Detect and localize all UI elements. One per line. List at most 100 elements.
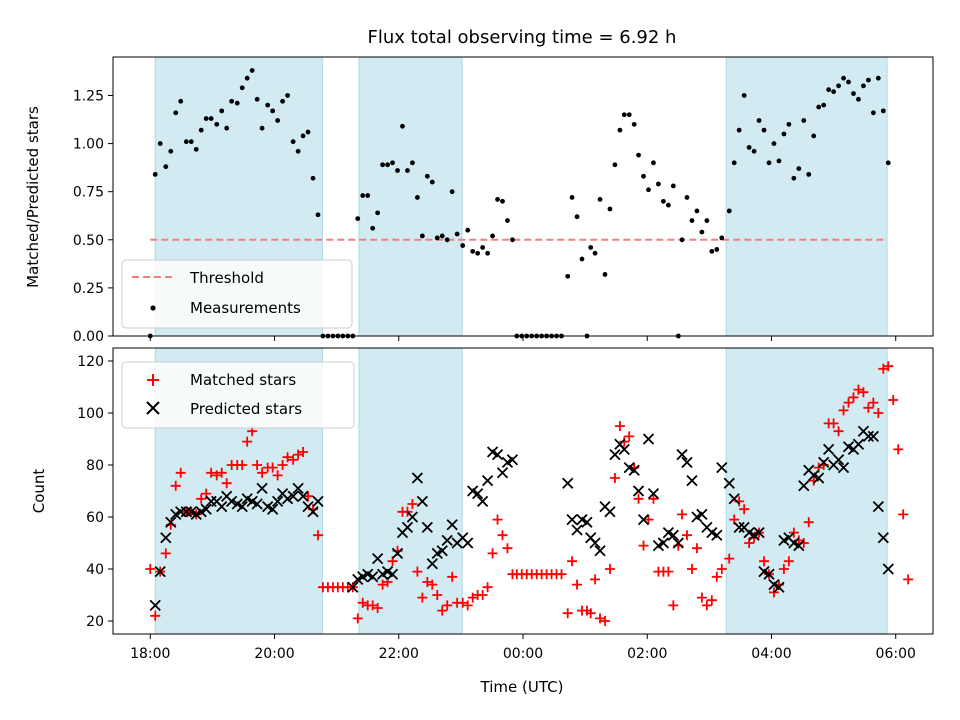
measurement-point-60 [449, 189, 455, 195]
matched-point-110 [691, 543, 702, 554]
predicted-point-59 [476, 495, 489, 508]
measurement-point-26 [280, 98, 285, 104]
measurement-point-104 [665, 202, 671, 208]
top-x-ticks [149, 336, 897, 341]
matched-point-71 [502, 543, 513, 554]
predicted-point-70 [581, 516, 593, 528]
matched-point-138 [833, 426, 844, 437]
predicted-point-27 [287, 490, 299, 502]
predicted-point-44 [401, 521, 414, 534]
predicted-point-6 [180, 506, 192, 518]
predicted-point-91 [681, 456, 693, 469]
predicted-point-86 [657, 537, 670, 549]
predicted-point-2 [160, 532, 172, 544]
measurement-point-32 [310, 175, 316, 181]
predicted-point-83 [642, 433, 655, 445]
measurement-point-135 [821, 102, 827, 108]
shaded-interval-1 [358, 56, 463, 337]
matched-point-28 [288, 454, 299, 465]
matched-point-127 [778, 564, 789, 574]
predicted-point-1 [154, 565, 166, 578]
matched-point-100 [643, 514, 654, 525]
measurement-point-64 [470, 248, 476, 254]
measurement-point-83 [565, 273, 571, 279]
matched-point-109 [686, 564, 697, 574]
measurement-point-138 [836, 83, 841, 89]
bottom-y-tick-label-0: 20 [86, 614, 104, 630]
matched-point-31 [303, 491, 314, 502]
bottom-y-tick-label-2: 60 [86, 510, 104, 526]
matched-point-119 [739, 504, 750, 515]
measurement-point-146 [875, 75, 881, 81]
bottom-y-tick-label-4: 100 [77, 406, 104, 422]
x-tick-label-2: 22:00 [379, 646, 419, 662]
matched-point-41 [352, 613, 363, 624]
measurement-point-120 [746, 145, 752, 150]
matched-point-112 [701, 600, 712, 611]
matched-point-132 [803, 517, 814, 528]
measurement-point-110 [694, 208, 700, 214]
predicted-point-113 [793, 539, 805, 552]
matched-point-3 [160, 548, 171, 559]
matched-point-89 [590, 574, 601, 585]
x-tick-label-6: 06:00 [876, 646, 916, 662]
measurement-point-52 [410, 160, 415, 166]
predicted-point-73 [594, 545, 606, 557]
predicted-point-101 [733, 521, 745, 534]
predicted-point-76 [609, 448, 621, 461]
predicted-point-127 [862, 430, 875, 443]
measurement-point-114 [714, 247, 720, 252]
shaded-interval-2 [725, 56, 888, 337]
matched-point-14 [216, 467, 227, 478]
matched-point-22 [257, 467, 268, 478]
matched-point-85 [572, 579, 583, 590]
measurement-point-88 [588, 245, 594, 250]
matched-point-67 [482, 582, 493, 593]
top-y-tick-label-3: 0.75 [73, 185, 104, 201]
measurement-point-29 [295, 148, 301, 154]
predicted-point-56 [462, 537, 474, 549]
measurement-point-125 [771, 141, 777, 146]
bottom-legend: Matched stars Predicted stars [121, 361, 355, 429]
predicted-point-41 [386, 568, 399, 580]
predicted-point-68 [571, 524, 583, 536]
measurement-point-127 [781, 131, 787, 137]
top-y-tick-label-2: 0.50 [73, 233, 104, 249]
matched-point-57 [432, 590, 443, 600]
predicted-point-24 [271, 495, 284, 508]
matched-point-91 [600, 616, 610, 626]
matched-stars-points [145, 361, 914, 626]
measurement-point-68 [490, 233, 495, 239]
measurement-point-111 [699, 229, 705, 235]
measurement-point-14 [219, 108, 225, 114]
measurement-point-109 [689, 218, 695, 223]
matched-point-115 [716, 564, 727, 574]
matched-point-139 [838, 405, 849, 416]
bottom-x-ticks: 18:00 20:00 22:00 00:00 02:00 04:00 06:00 [130, 634, 916, 662]
measurement-point-53 [414, 195, 420, 200]
matched-point-125 [768, 587, 779, 598]
matched-point-140 [843, 397, 854, 408]
measurement-point-105 [670, 183, 676, 189]
top-y-ticks: 0.00 0.25 0.50 0.75 1.00 1.25 [73, 88, 113, 345]
measurement-point-119 [741, 93, 747, 98]
matched-point-114 [711, 571, 722, 582]
shaded-interval-2 [725, 347, 888, 635]
matched-point-70 [497, 530, 508, 541]
measurement-point-103 [660, 198, 666, 204]
x-tick-label-5: 04:00 [751, 646, 791, 662]
predicted-point-117 [813, 472, 825, 484]
measurement-point-10 [198, 127, 204, 133]
measurement-point-137 [831, 89, 837, 95]
measurement-point-143 [861, 83, 866, 89]
measurement-point-13 [214, 121, 220, 127]
measurement-point-15 [224, 125, 230, 131]
matched-point-69 [492, 514, 503, 525]
matched-point-10 [196, 493, 207, 504]
measurement-point-95 [621, 112, 627, 118]
predicted-point-105 [753, 526, 765, 539]
predicted-point-98 [716, 461, 728, 474]
predicted-point-62 [491, 448, 504, 461]
measurement-point-65 [475, 250, 481, 256]
measurement-point-66 [480, 245, 486, 250]
